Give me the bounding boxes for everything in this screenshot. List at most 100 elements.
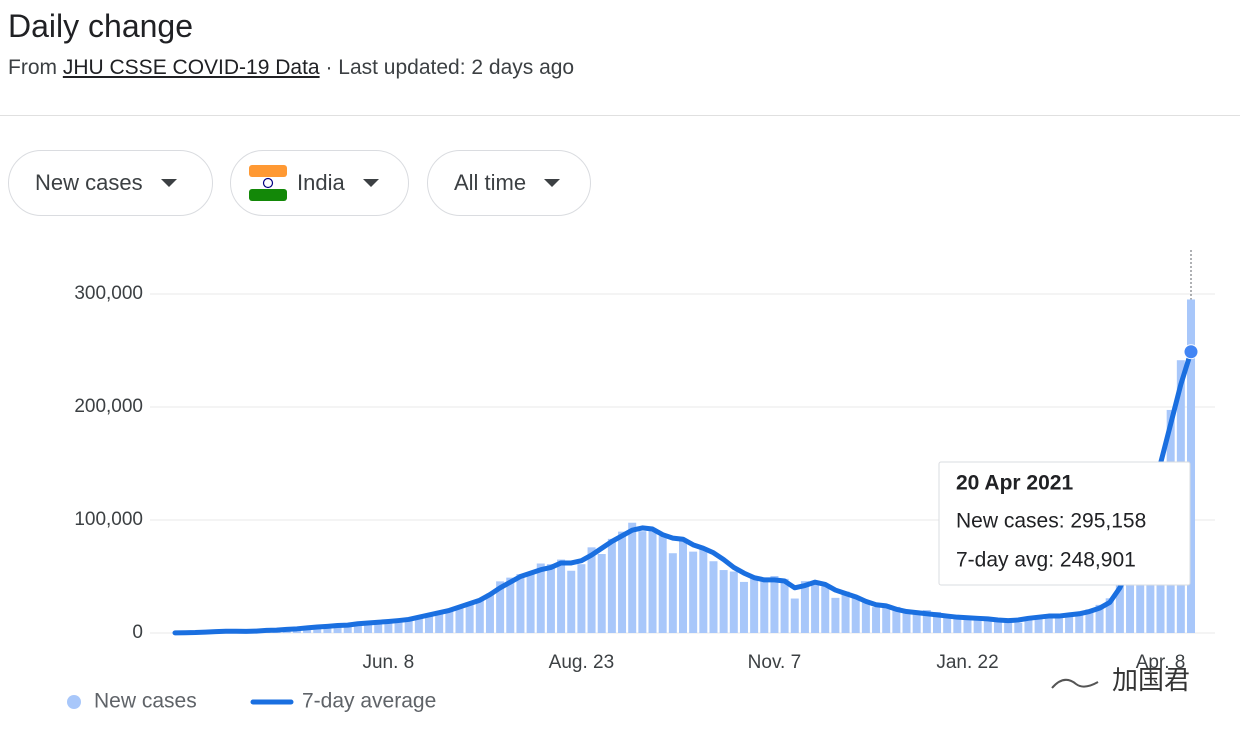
bar (1166, 409, 1175, 633)
bar (1095, 604, 1104, 633)
bar (435, 610, 444, 633)
source-suffix: · Last updated: 2 days ago (325, 56, 575, 79)
bar (841, 591, 850, 633)
bar (699, 548, 708, 633)
bar (577, 564, 586, 633)
dropdown-label: All time (454, 170, 527, 195)
x-tick-label: Nov. 7 (748, 652, 802, 673)
bar (546, 564, 555, 633)
bar (414, 615, 423, 633)
bar (1024, 619, 1033, 633)
average-line (172, 349, 1194, 636)
bar (658, 535, 667, 633)
bar (963, 616, 972, 633)
bar (303, 627, 312, 633)
bar (201, 631, 210, 633)
bar (455, 607, 464, 633)
bar (506, 577, 515, 633)
tooltip-title: 20 Apr 2021 (956, 472, 1073, 495)
period-dropdown[interactable]: All time (427, 150, 591, 216)
bar (445, 609, 454, 633)
flag (249, 165, 287, 201)
bar (729, 571, 738, 633)
bar (953, 617, 962, 633)
bar (587, 547, 596, 633)
caret (362, 179, 379, 187)
bar (790, 598, 799, 633)
bar (1156, 467, 1165, 633)
bar (882, 605, 891, 633)
bar (364, 622, 373, 633)
caret (544, 179, 561, 187)
bar (516, 574, 525, 633)
bar (892, 606, 901, 633)
watermark: 加国君 (1112, 665, 1190, 695)
bar (353, 623, 362, 633)
legend-swatch (67, 695, 81, 709)
bar (1105, 598, 1114, 633)
bar (1004, 619, 1013, 633)
header: Daily change From JHU CSSE COVID-19 Data… (8, 4, 574, 80)
bar (343, 624, 352, 633)
bar (557, 559, 566, 633)
legend-label: 7-day average (302, 690, 436, 713)
tooltip-line: 7-day avg: 248,901 (956, 549, 1136, 572)
bar (252, 630, 261, 633)
bar (679, 540, 687, 633)
bar (628, 522, 637, 633)
bar (404, 618, 413, 633)
bar (719, 570, 728, 633)
bar (221, 631, 230, 633)
bar (1075, 612, 1084, 633)
bar (262, 630, 271, 633)
bar (993, 620, 1002, 633)
bar (902, 609, 911, 633)
y-tick-label: 100,000 (74, 509, 143, 530)
metric-dropdown[interactable]: New cases (8, 150, 213, 216)
bar (770, 576, 779, 633)
bar (1176, 360, 1185, 633)
highlight-point (1183, 344, 1199, 360)
bar (597, 554, 606, 633)
bar (821, 586, 830, 633)
bar (922, 610, 931, 633)
bar (313, 626, 322, 633)
bar (1044, 614, 1053, 633)
bar (780, 578, 789, 633)
bar (1115, 579, 1124, 633)
bar (536, 563, 545, 633)
country-dropdown[interactable]: India (230, 150, 409, 216)
bar (1034, 618, 1043, 633)
source-line: From JHU CSSE COVID-19 Data · Last updat… (8, 56, 574, 80)
bar (526, 574, 535, 633)
tooltip-box (938, 461, 1191, 586)
bar (739, 581, 748, 633)
bar (973, 618, 982, 633)
bar (374, 621, 383, 633)
bar (831, 597, 840, 633)
title: Daily change (8, 8, 193, 44)
x-tick-label: Aug. 23 (549, 652, 615, 673)
bar (394, 620, 403, 633)
caret (160, 179, 177, 187)
bar (191, 632, 200, 633)
bar (1126, 562, 1135, 633)
source-link[interactable]: JHU CSSE COVID-19 Data (62, 56, 320, 79)
bar (618, 531, 627, 633)
y-tick-label: 300,000 (74, 283, 143, 304)
dropdown-label: India (297, 170, 345, 195)
bar (648, 528, 657, 633)
bar (496, 581, 505, 633)
source-prefix: From (8, 56, 57, 79)
tooltip-line: New cases: 295,158 (956, 510, 1146, 533)
bar (668, 553, 677, 633)
bar (231, 631, 240, 633)
bar (800, 581, 809, 633)
bar (567, 570, 576, 633)
x-tick-label: Apr. 8 (1136, 652, 1186, 673)
bar (811, 583, 820, 633)
bar (1146, 504, 1155, 633)
bar (689, 551, 698, 633)
bar (607, 538, 616, 633)
bar (943, 615, 952, 633)
